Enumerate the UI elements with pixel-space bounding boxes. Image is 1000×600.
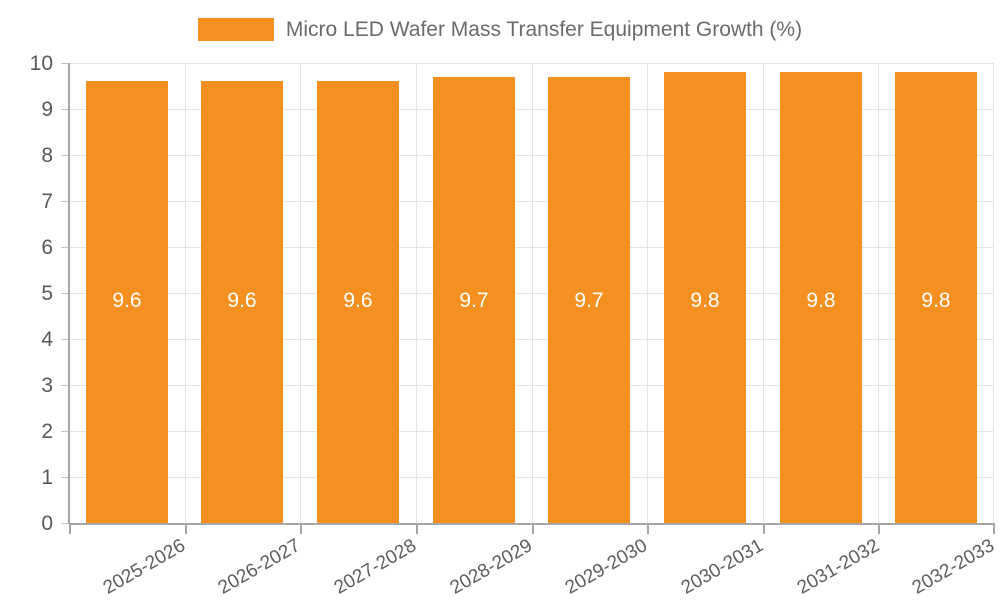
bar-value-label: 9.8 xyxy=(690,289,720,312)
bar[interactable] xyxy=(317,81,399,523)
gridline-horizontal xyxy=(69,247,994,248)
x-axis-tick-mark xyxy=(185,525,187,534)
bar-value-label: 9.7 xyxy=(574,289,604,312)
y-axis-tick-mark xyxy=(61,247,68,248)
bar-value-label: 9.7 xyxy=(459,289,489,312)
x-axis-tick-label: 2032-2033 xyxy=(908,535,999,599)
bar[interactable] xyxy=(895,72,977,523)
gridline-horizontal xyxy=(69,63,994,64)
y-axis-tick-label: 5 xyxy=(41,282,53,305)
bar[interactable] xyxy=(780,72,862,523)
x-axis-tick-mark xyxy=(416,525,418,534)
y-axis-tick-mark xyxy=(61,293,68,294)
bar[interactable] xyxy=(86,81,168,523)
y-axis-tick-label: 4 xyxy=(41,328,53,351)
x-axis-line xyxy=(69,523,995,525)
gridline-vertical xyxy=(763,63,764,523)
chart-legend: Micro LED Wafer Mass Transfer Equipment … xyxy=(0,12,1000,46)
gridline-horizontal xyxy=(69,385,994,386)
gridline-vertical xyxy=(647,63,648,523)
bar-value-label: 9.8 xyxy=(921,289,951,312)
bar[interactable] xyxy=(548,77,630,523)
bar-value-label: 9.8 xyxy=(806,289,836,312)
x-axis-tick-label: 2028-2029 xyxy=(446,535,536,599)
bar[interactable] xyxy=(433,77,515,523)
x-axis-tick-label: 2026-2027 xyxy=(215,535,305,599)
gridline-vertical xyxy=(993,63,994,523)
y-axis-tick-mark xyxy=(61,63,68,64)
x-axis-tick-mark xyxy=(69,525,71,534)
y-axis-tick-mark xyxy=(61,431,68,432)
y-axis-tick-label: 6 xyxy=(41,236,53,259)
y-axis-tick-label: 8 xyxy=(41,144,53,167)
y-axis-tick-mark xyxy=(61,523,68,524)
y-axis-tick-label: 10 xyxy=(29,52,53,75)
x-axis-tick-label: 2031-2032 xyxy=(793,535,883,599)
gridline-vertical xyxy=(878,63,879,523)
y-axis-tick-label: 7 xyxy=(41,190,53,213)
y-axis-tick-mark xyxy=(61,385,68,386)
y-axis-tick-mark xyxy=(61,477,68,478)
y-axis-tick-mark xyxy=(61,339,68,340)
y-axis-tick-mark xyxy=(61,155,68,156)
gridline-horizontal xyxy=(69,293,994,294)
x-axis-tick-mark xyxy=(993,525,995,534)
x-axis-tick-mark xyxy=(532,525,534,534)
y-axis-tick-mark xyxy=(61,109,68,110)
gridline-vertical xyxy=(300,63,301,523)
y-axis-tick-label: 9 xyxy=(41,98,53,121)
y-axis-tick-label: 0 xyxy=(41,512,53,535)
y-axis-tick-mark xyxy=(61,201,68,202)
gridline-vertical xyxy=(185,63,186,523)
x-axis-tick-label: 2029-2030 xyxy=(562,535,652,599)
bar-value-label: 9.6 xyxy=(227,289,257,312)
bar-value-label: 9.6 xyxy=(343,289,373,312)
y-axis-tick-label: 3 xyxy=(41,374,53,397)
bar-value-label: 9.6 xyxy=(112,289,142,312)
x-axis-tick-mark xyxy=(878,525,880,534)
gridline-horizontal xyxy=(69,109,994,110)
gridline-horizontal xyxy=(69,431,994,432)
x-axis-tick-label: 2027-2028 xyxy=(330,535,421,599)
legend-item-0[interactable]: Micro LED Wafer Mass Transfer Equipment … xyxy=(197,17,803,41)
gridline-horizontal xyxy=(69,477,994,478)
plot-area xyxy=(69,63,994,524)
gridline-horizontal xyxy=(69,339,994,340)
bar[interactable] xyxy=(664,72,746,523)
x-axis-tick-mark xyxy=(647,525,649,534)
x-axis-tick-mark xyxy=(300,525,302,534)
gridline-vertical xyxy=(532,63,533,523)
y-axis-tick-label: 1 xyxy=(41,466,53,489)
y-axis-line xyxy=(68,63,70,524)
legend-item-label: Micro LED Wafer Mass Transfer Equipment … xyxy=(285,17,803,41)
bar[interactable] xyxy=(201,81,283,523)
gridline-vertical xyxy=(416,63,417,523)
gridline-horizontal xyxy=(69,201,994,202)
legend-color-swatch-icon xyxy=(197,17,274,41)
x-axis-tick-label: 2025-2026 xyxy=(99,535,189,599)
y-axis-tick-label: 2 xyxy=(41,420,53,443)
x-axis-tick-label: 2030-2031 xyxy=(677,535,767,599)
gridline-horizontal xyxy=(69,155,994,156)
x-axis-tick-mark xyxy=(763,525,765,534)
